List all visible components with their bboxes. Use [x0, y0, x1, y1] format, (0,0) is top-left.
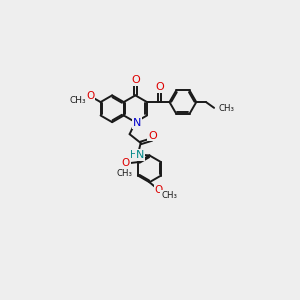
Text: CH₃: CH₃ [161, 191, 177, 200]
Text: O: O [148, 130, 157, 141]
Text: CH₃: CH₃ [70, 96, 86, 105]
Text: N: N [136, 150, 144, 160]
Text: N: N [133, 118, 141, 128]
Text: H: H [130, 150, 137, 160]
Text: O: O [131, 75, 140, 85]
Text: CH₃: CH₃ [116, 169, 132, 178]
Text: O: O [155, 82, 164, 92]
Text: O: O [122, 158, 130, 168]
Text: O: O [154, 185, 163, 195]
Text: O: O [86, 91, 94, 101]
Text: CH₃: CH₃ [219, 104, 235, 113]
